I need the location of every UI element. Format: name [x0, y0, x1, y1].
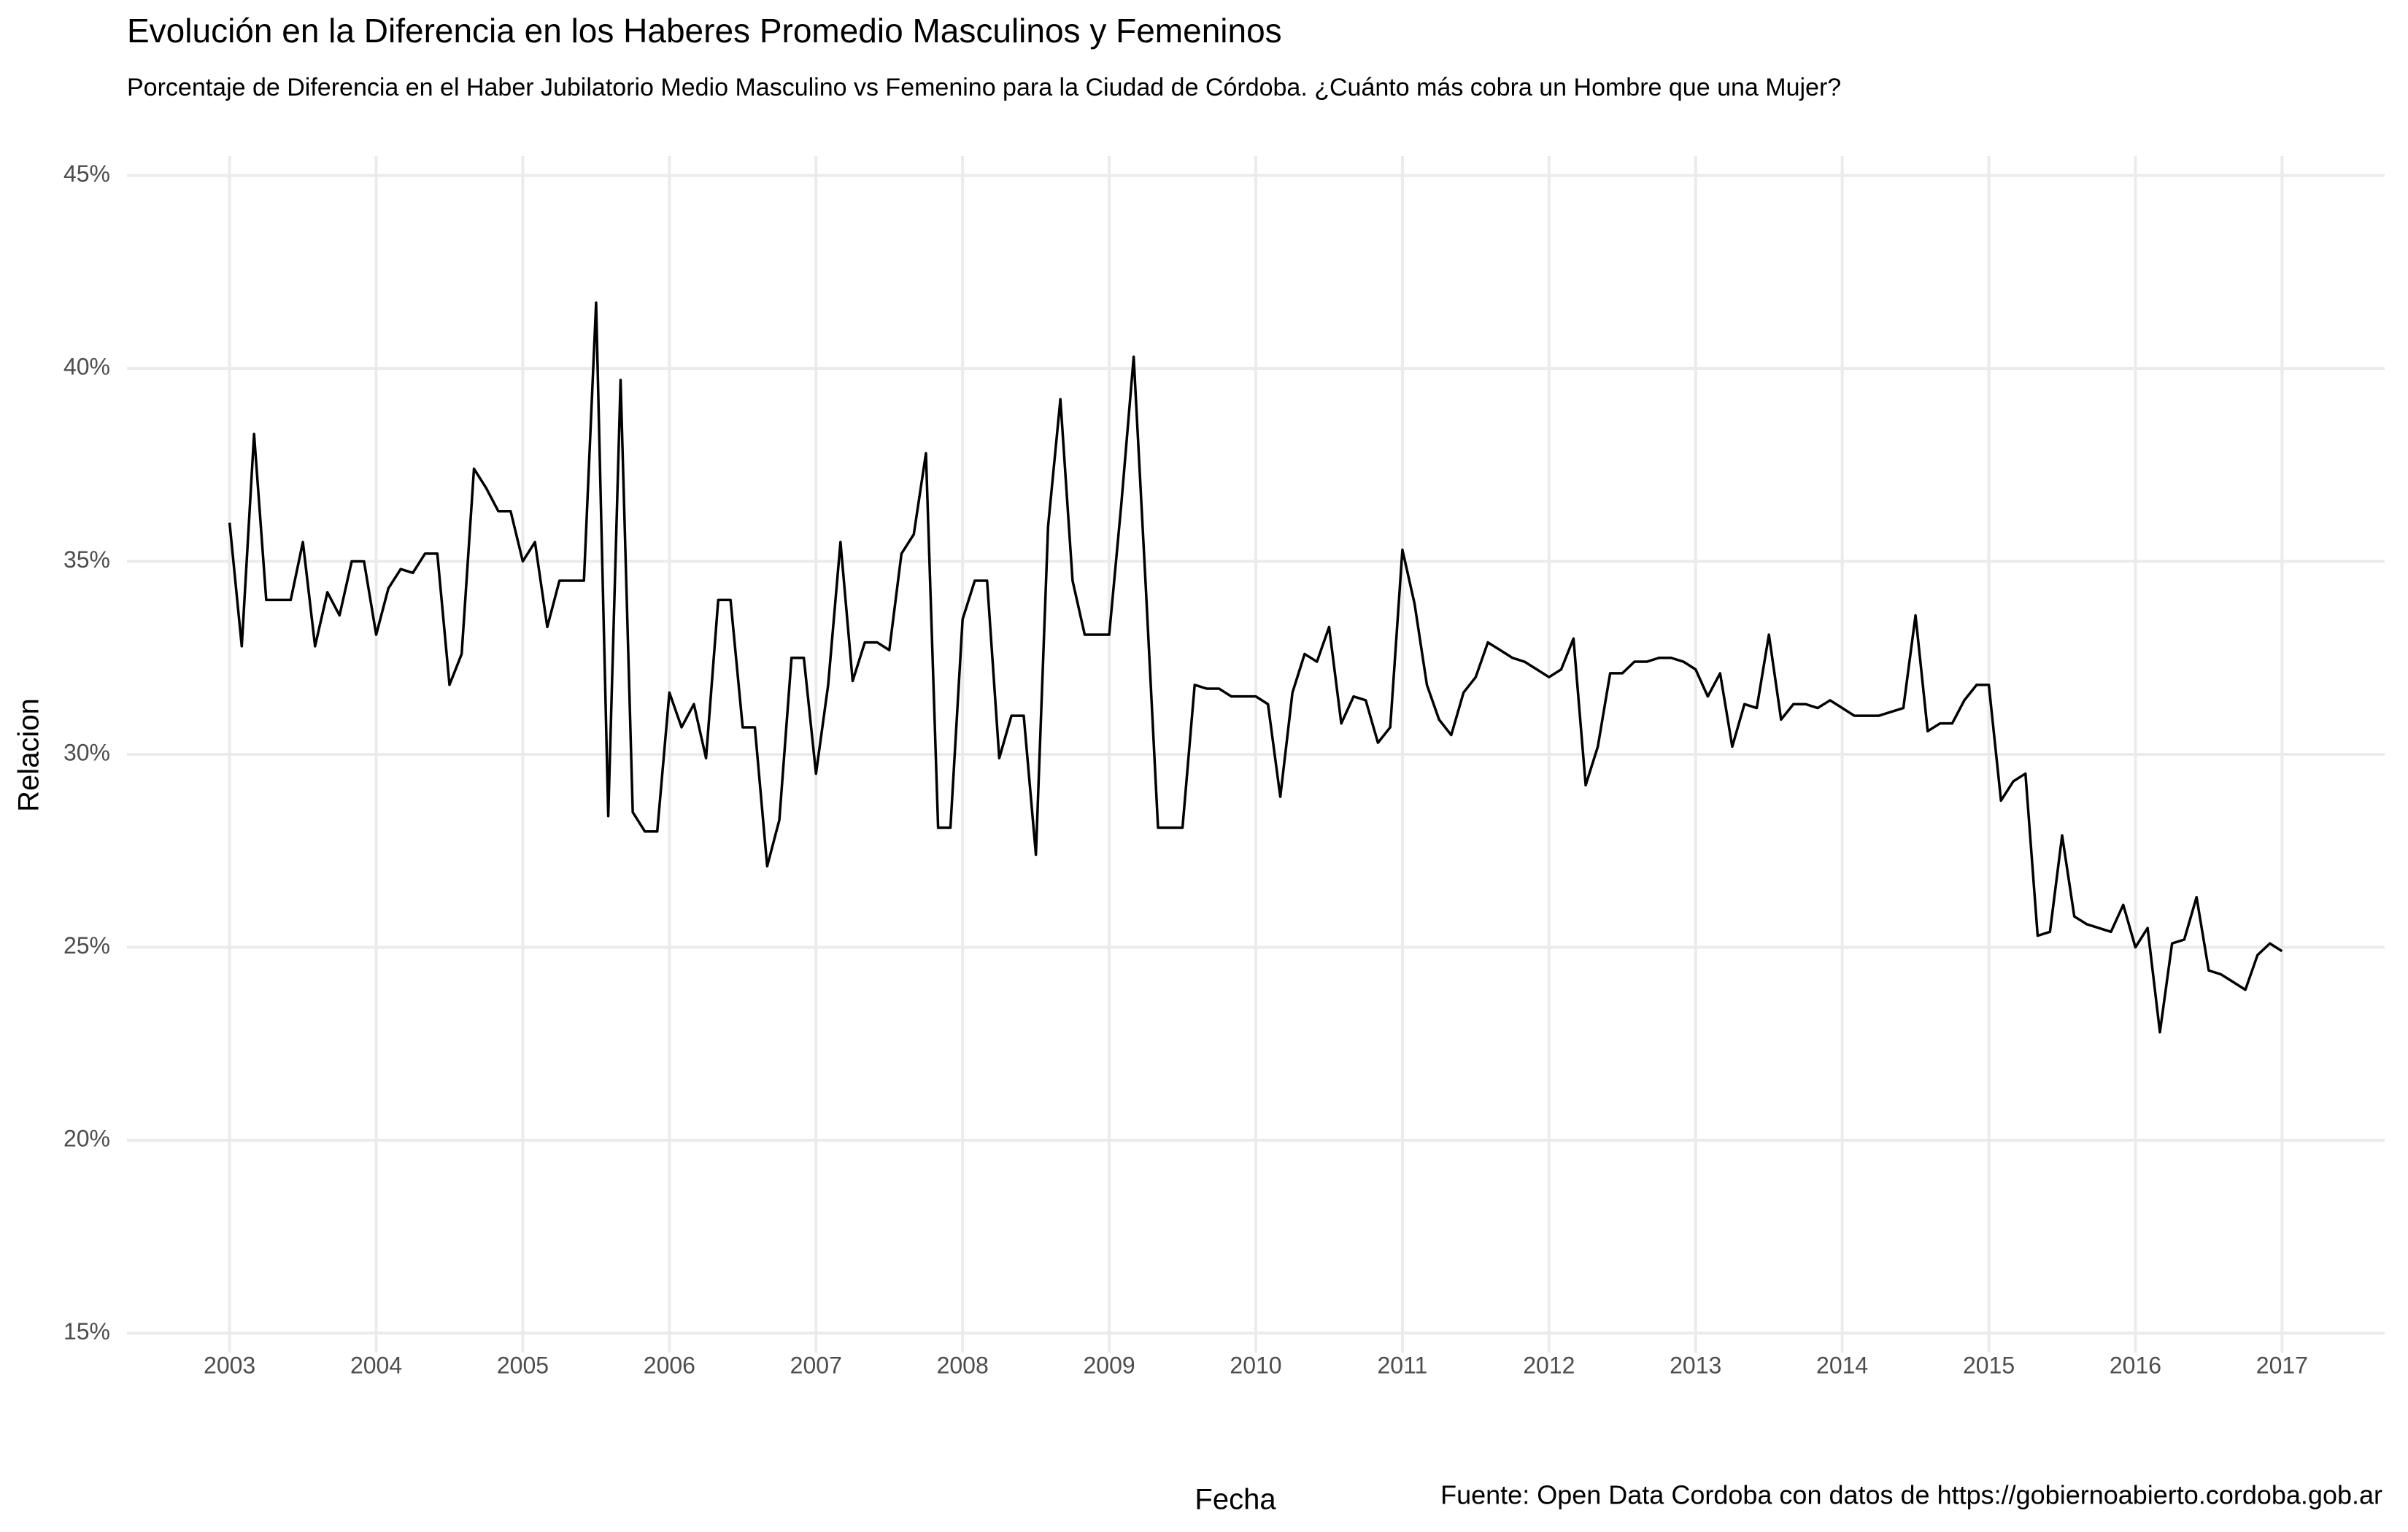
x-tick-label: 2013: [1670, 1352, 1721, 1378]
chart-title: Evolución en la Diferencia en los Habere…: [127, 12, 1282, 50]
x-tick-label: 2017: [2256, 1352, 2308, 1378]
y-tick-label: 20%: [63, 1125, 110, 1151]
x-tick-label: 2009: [1083, 1352, 1135, 1378]
y-tick-label: 35%: [63, 546, 110, 573]
y-tick-label: 40%: [63, 353, 110, 379]
y-tick-label: 15%: [63, 1318, 110, 1345]
x-tick-label: 2016: [2110, 1352, 2161, 1378]
y-tick-label: 25%: [63, 932, 110, 959]
x-tick-label: 2003: [204, 1352, 255, 1378]
x-axis-label: Fecha: [1195, 1484, 1276, 1516]
x-tick-label: 2011: [1378, 1352, 1428, 1378]
grid: [127, 156, 2385, 1353]
y-tick-label: 45%: [63, 160, 110, 187]
x-tick-label: 2008: [937, 1352, 989, 1378]
x-tick-label: 2006: [644, 1352, 695, 1378]
x-tick-label: 2015: [1963, 1352, 2015, 1378]
x-tick-label: 2012: [1523, 1352, 1575, 1378]
plot-area: [228, 301, 2283, 1034]
y-tick-label: 30%: [63, 739, 110, 765]
caption: Fuente: Open Data Cordoba con datos de h…: [1440, 1480, 2382, 1510]
data-line: [228, 301, 2283, 1034]
x-tick-label: 2007: [790, 1352, 842, 1378]
x-tick-label: 2005: [497, 1352, 549, 1378]
chart-subtitle: Porcentaje de Diferencia en el Haber Jub…: [127, 74, 1841, 101]
y-axis-label: Relacion: [13, 698, 45, 812]
x-tick-label: 2004: [350, 1352, 402, 1378]
x-tick-label: 2014: [1816, 1352, 1868, 1378]
x-tick-label: 2010: [1230, 1352, 1281, 1378]
